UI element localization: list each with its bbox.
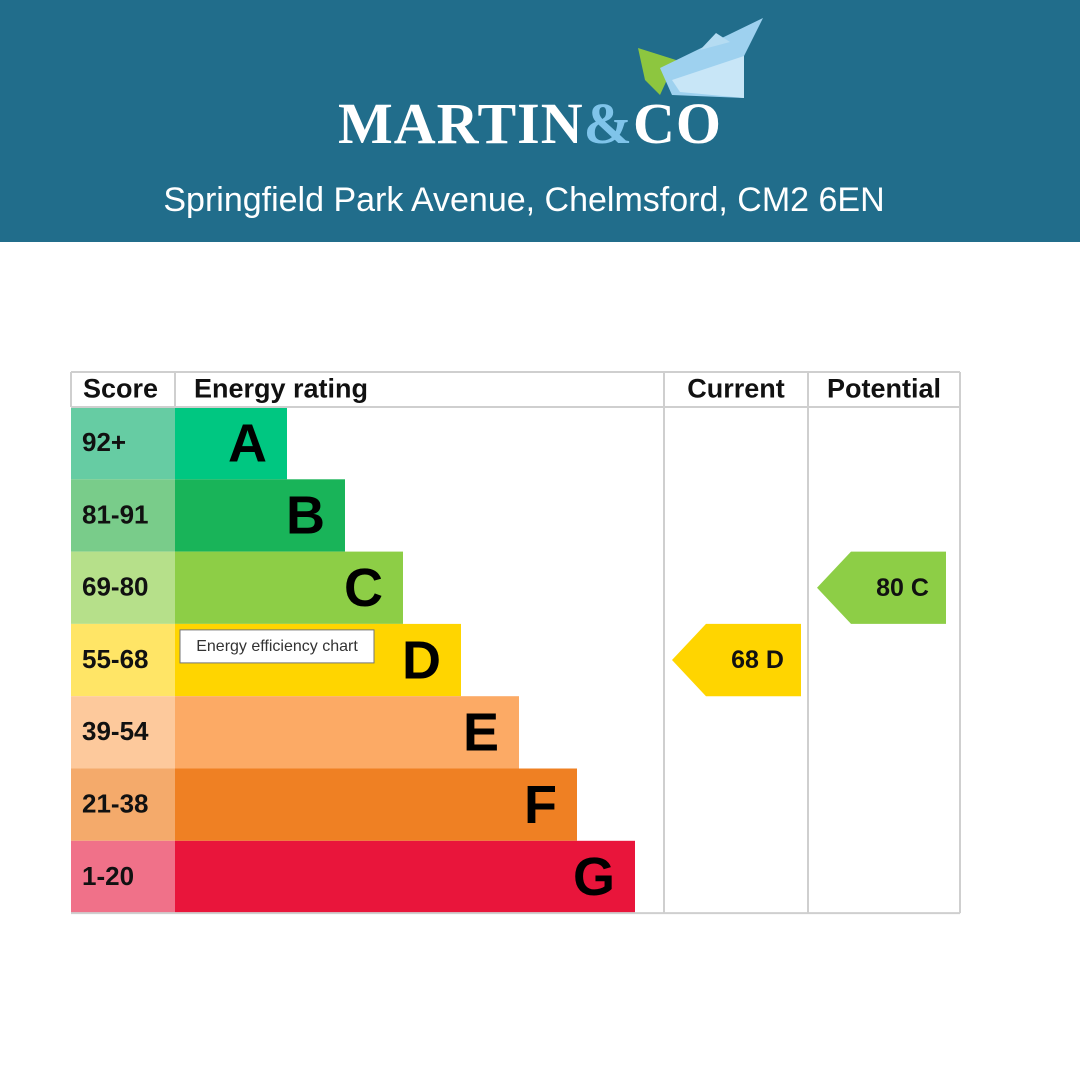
score-label: 39-54 bbox=[82, 716, 149, 746]
score-cell bbox=[71, 479, 175, 552]
rating-letter: B bbox=[286, 486, 325, 546]
current-arrow bbox=[672, 623, 801, 697]
brand-suffix: CO bbox=[633, 91, 722, 156]
rating-letter: D bbox=[402, 630, 441, 690]
rating-letter: F bbox=[524, 775, 557, 835]
score-label: 21-38 bbox=[82, 789, 149, 819]
rating-bar bbox=[175, 696, 519, 769]
rating-bar bbox=[175, 479, 345, 552]
score-label: 1-20 bbox=[82, 861, 134, 891]
score-cell bbox=[71, 696, 175, 769]
score-cell bbox=[71, 551, 175, 624]
column-header: Energy rating bbox=[194, 374, 368, 404]
address: Springfield Park Avenue, Chelmsford, CM2… bbox=[163, 181, 884, 219]
score-label: 55-68 bbox=[82, 644, 149, 674]
rating-letter: C bbox=[344, 558, 383, 618]
rating-letter: E bbox=[463, 703, 499, 763]
tooltip-text: Energy efficiency chart bbox=[196, 638, 358, 655]
rating-bar bbox=[175, 768, 577, 841]
logo-icon bbox=[638, 18, 763, 98]
header-band bbox=[0, 0, 1080, 242]
score-cell bbox=[71, 768, 175, 841]
current-value: 68 bbox=[731, 646, 759, 674]
rating-letter: A bbox=[228, 413, 267, 473]
score-cell bbox=[71, 407, 175, 480]
potential-arrow bbox=[817, 551, 946, 624]
rating-bar bbox=[175, 407, 287, 480]
rating-bar bbox=[175, 840, 635, 914]
column-header: Current bbox=[687, 374, 785, 404]
column-header: Score bbox=[83, 374, 158, 404]
current-letter: D bbox=[766, 646, 784, 674]
score-cell bbox=[71, 623, 175, 697]
score-label: 69-80 bbox=[82, 572, 149, 602]
score-label: 92+ bbox=[82, 427, 126, 457]
potential-label: 80 C bbox=[876, 573, 929, 601]
score-label: 81-91 bbox=[82, 499, 149, 529]
brand: MARTIN&CO bbox=[338, 91, 722, 156]
potential-value: 80 bbox=[876, 573, 904, 601]
epc-chart: Score Energy rating Current Potential 92+ A 81… bbox=[70, 371, 961, 915]
rating-letter: G bbox=[573, 847, 615, 907]
potential-letter: C bbox=[911, 573, 929, 601]
score-cell bbox=[71, 840, 175, 914]
rating-bar bbox=[175, 551, 403, 624]
brand-amp: & bbox=[584, 91, 633, 156]
tooltip-box bbox=[179, 629, 375, 664]
current-label: 68 D bbox=[731, 646, 784, 674]
brand-name: MARTIN bbox=[338, 91, 584, 156]
column-header: Potential bbox=[827, 374, 941, 404]
